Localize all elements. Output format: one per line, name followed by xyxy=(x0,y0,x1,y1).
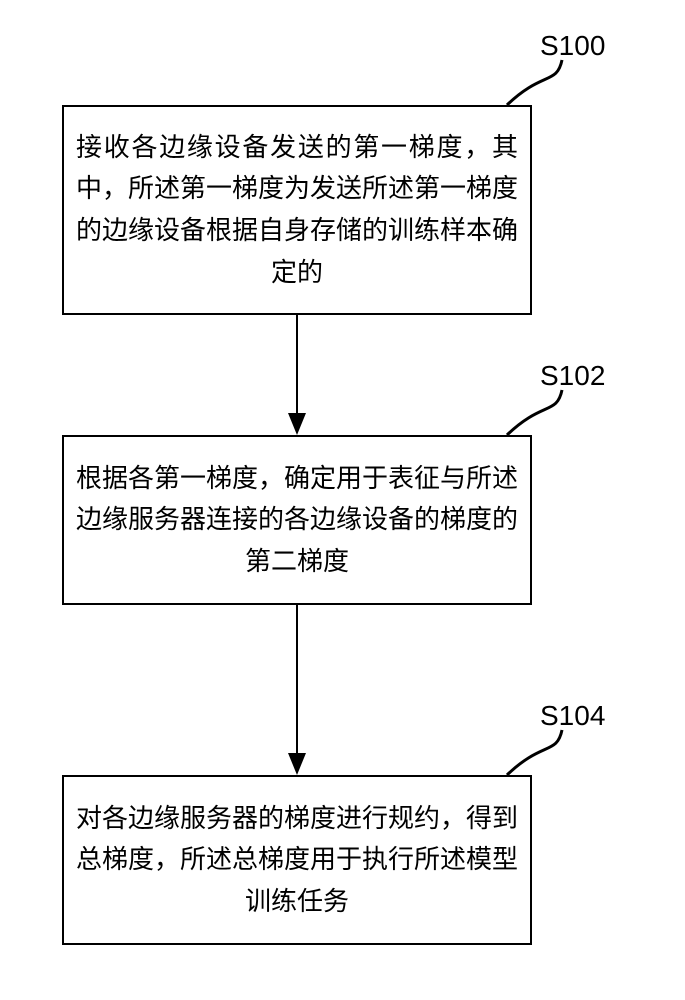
flowchart-canvas: 接收各边缘设备发送的第一梯度，其中，所述第一梯度为发送所述第一梯度的边缘设备根据… xyxy=(0,0,685,1000)
label-curve-0 xyxy=(507,60,562,105)
flow-node-0: 接收各边缘设备发送的第一梯度，其中，所述第一梯度为发送所述第一梯度的边缘设备根据… xyxy=(62,105,532,315)
label-curve-1 xyxy=(507,390,562,435)
step-label-1: S102 xyxy=(540,360,605,392)
step-label-0: S100 xyxy=(540,30,605,62)
flow-node-1: 根据各第一梯度，确定用于表征与所述边缘服务器连接的各边缘设备的梯度的第二梯度 xyxy=(62,435,532,605)
edge-0 xyxy=(288,315,306,435)
label-curve-2 xyxy=(507,730,562,775)
edge-1-arrow xyxy=(288,753,306,775)
flow-node-2: 对各边缘服务器的梯度进行规约，得到总梯度，所述总梯度用于执行所述模型训练任务 xyxy=(62,775,532,945)
step-label-2: S104 xyxy=(540,700,605,732)
flow-node-0-text: 接收各边缘设备发送的第一梯度，其中，所述第一梯度为发送所述第一梯度的边缘设备根据… xyxy=(76,127,518,293)
edge-1 xyxy=(288,605,306,775)
flow-node-2-text: 对各边缘服务器的梯度进行规约，得到总梯度，所述总梯度用于执行所述模型训练任务 xyxy=(76,798,518,923)
flow-node-1-text: 根据各第一梯度，确定用于表征与所述边缘服务器连接的各边缘设备的梯度的第二梯度 xyxy=(76,458,518,583)
edge-0-arrow xyxy=(288,413,306,435)
